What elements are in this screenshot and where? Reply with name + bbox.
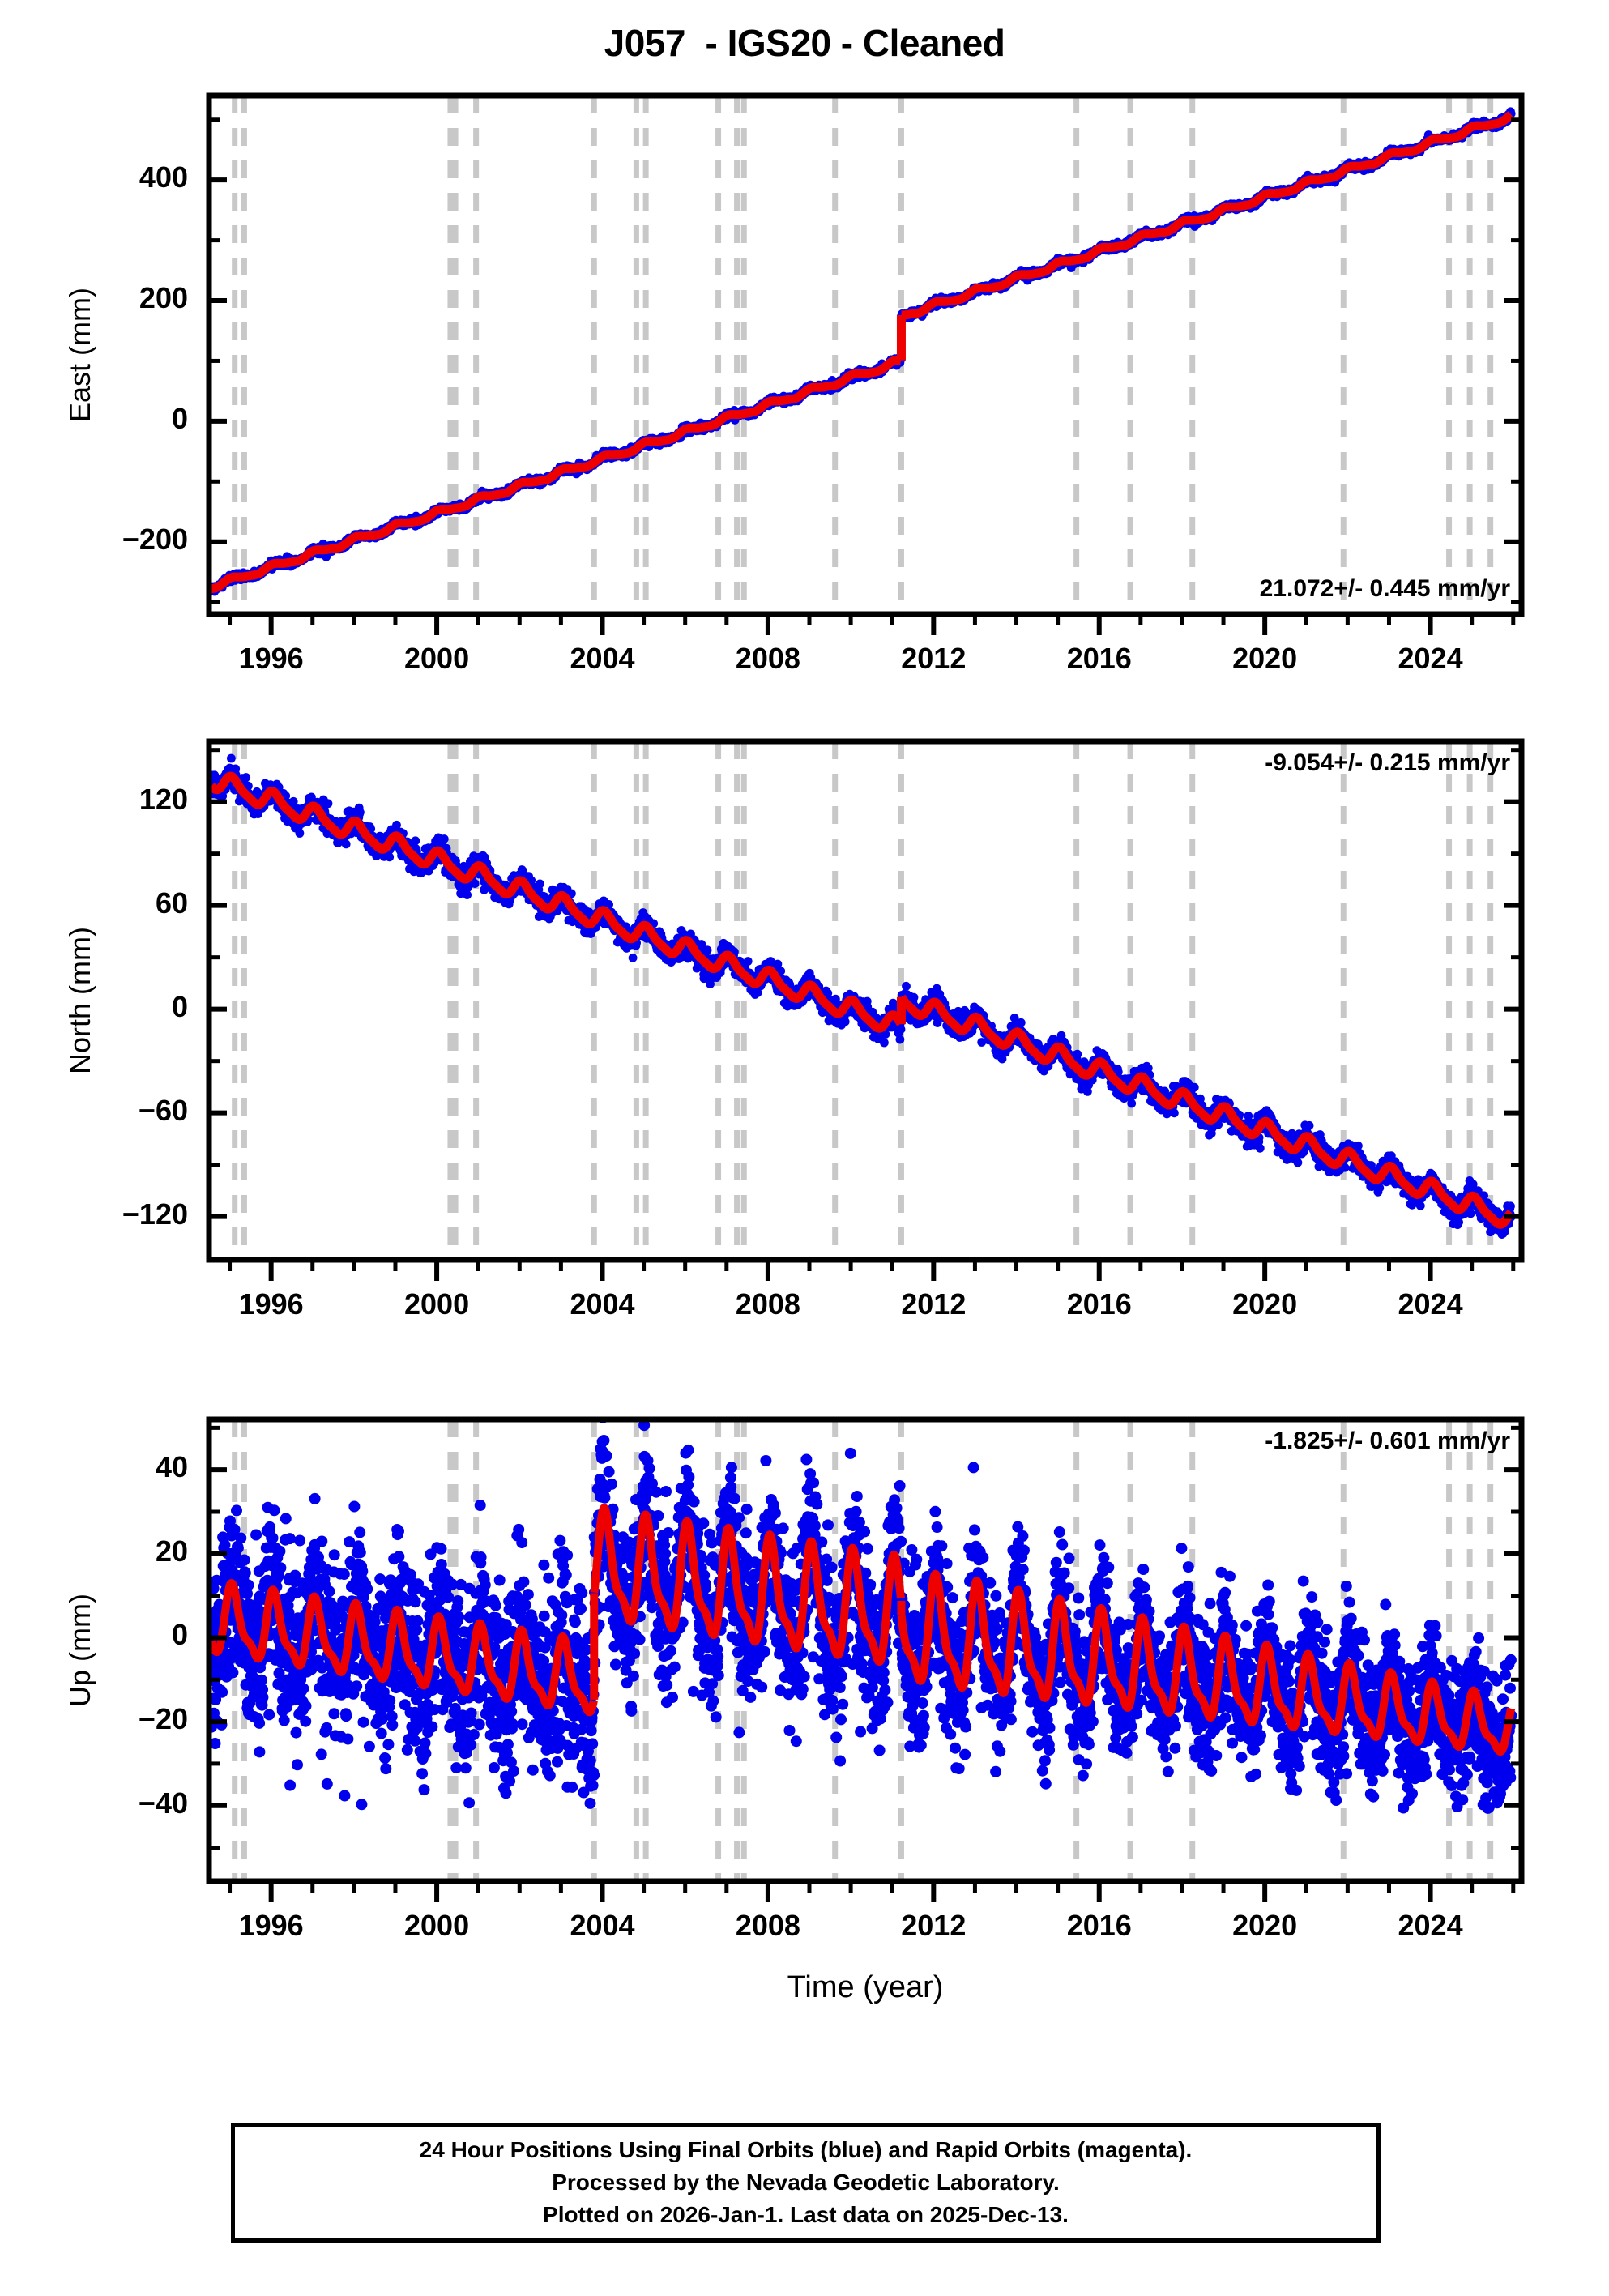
y-tick-label: −120 [122,1197,188,1231]
axes-frame [209,741,1522,1260]
x-tick-label: 2008 [711,1909,825,1943]
rate-annotation-east: 21.072+/- 0.445 mm/yr [1260,575,1510,603]
y-tick-label: 200 [139,281,188,315]
caption-line-3: Plotted on 2026-Jan-1. Last data on 2025… [543,2199,1069,2231]
rate-annotation-up: -1.825+/- 0.601 mm/yr [1265,1428,1510,1455]
daily-position-points [207,107,1515,595]
y-axis-title-up: Up (mm) [63,1594,97,1707]
model-trajectory-curve [211,1583,594,1712]
x-tick-label: 2012 [877,1287,990,1321]
x-tick-label: 2004 [545,1909,659,1943]
rate-annotation-north: -9.054+/- 0.215 mm/yr [1265,749,1510,777]
daily-position-points [206,1412,1517,1814]
x-tick-label: 1996 [215,642,328,676]
x-tick-label: 2000 [380,1287,493,1321]
caption-line-1: 24 Hour Positions Using Final Orbits (bl… [420,2134,1193,2166]
model-trajectory-curve [211,776,901,1028]
x-tick-label: 2012 [877,642,990,676]
y-tick-label: 120 [139,783,188,817]
y-tick-label: 40 [156,1450,188,1484]
y-tick-label: −20 [139,1702,188,1736]
y-tick-label: 0 [172,402,188,436]
x-tick-label: 2016 [1043,642,1156,676]
y-tick-label: 0 [172,990,188,1024]
caption-line-2: Processed by the Nevada Geodetic Laborat… [552,2166,1060,2199]
model-trajectory-curve [902,997,1512,1225]
x-tick-label: 1996 [215,1287,328,1321]
y-axis-title-north: North (mm) [63,927,97,1074]
figure-caption-box: 24 Hour Positions Using Final Orbits (bl… [231,2123,1381,2243]
y-tick-label: −60 [139,1094,188,1128]
x-tick-label: 2000 [380,1909,493,1943]
page-title: J057 - IGS20 - Cleaned [0,21,1609,65]
y-tick-label: 0 [172,1618,188,1652]
x-axis-title: Time (year) [209,1970,1522,2005]
y-axis-title-east: East (mm) [63,288,97,422]
x-tick-label: 2024 [1374,1909,1487,1943]
x-tick-label: 2020 [1208,642,1321,676]
y-tick-label: −200 [122,523,188,557]
daily-position-points [207,754,1515,1239]
x-tick-label: 2020 [1208,1287,1321,1321]
model-trajectory-curve [902,1574,1512,1752]
y-tick-label: −40 [139,1786,188,1820]
x-tick-label: 2016 [1043,1287,1156,1321]
axes-frame [209,1419,1522,1881]
y-tick-label: 20 [156,1534,188,1568]
y-tick-label: 60 [156,886,188,920]
model-trajectory-curve [595,1508,902,1662]
axes-frame [209,96,1522,614]
x-tick-label: 2008 [711,1287,825,1321]
x-tick-label: 1996 [215,1909,328,1943]
x-tick-label: 2004 [545,642,659,676]
model-trajectory-curve [902,114,1512,315]
x-tick-label: 2000 [380,642,493,676]
model-trajectory-curve [211,361,901,589]
x-tick-label: 2024 [1374,1287,1487,1321]
x-tick-label: 2024 [1374,642,1487,676]
x-tick-label: 2016 [1043,1909,1156,1943]
x-tick-label: 2008 [711,642,825,676]
y-tick-label: 400 [139,160,188,194]
x-tick-label: 2020 [1208,1909,1321,1943]
x-tick-label: 2004 [545,1287,659,1321]
x-tick-label: 2012 [877,1909,990,1943]
